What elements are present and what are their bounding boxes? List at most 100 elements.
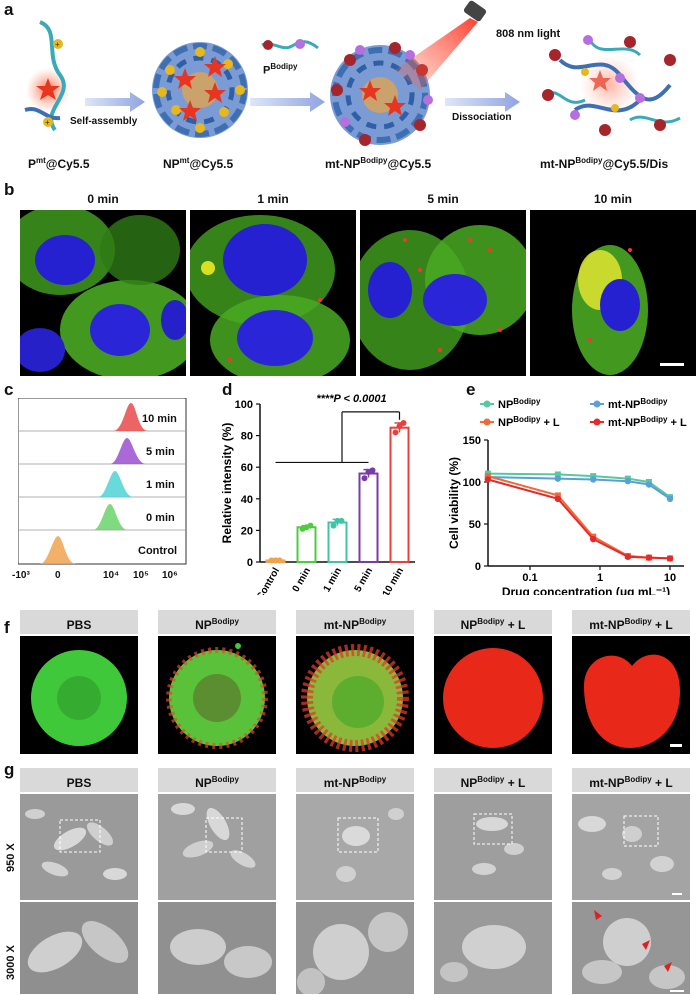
panel-letter-c: c: [4, 380, 14, 399]
legend-marker: [593, 418, 601, 426]
laser-device-icon: [463, 0, 487, 22]
x-axis-label: Drug concentration (μg mL⁻¹): [502, 585, 670, 595]
x-tick-label: 1 min: [322, 566, 345, 594]
y-tick-label: 150: [463, 435, 481, 447]
y-tick-label: 100: [235, 399, 253, 411]
data-point: [624, 553, 632, 560]
x-tick-label: 10 min: [381, 566, 406, 595]
label-mtnp: mt-NPBodipy@Cy5.5: [325, 156, 432, 171]
sem-950x-pbs: [20, 794, 138, 900]
panel-letter-b: b: [4, 180, 15, 199]
panel-g-header-1: NPBodipy: [158, 768, 276, 792]
label-dissociated: mt-NPBodipy@Cy5.5/Dis: [540, 156, 669, 171]
red-arrow-icon: [594, 910, 602, 920]
data-point: [330, 522, 337, 529]
x-tick-label: 0 min: [291, 566, 314, 594]
sem-3000x-pbs: [20, 902, 138, 994]
data-point: [666, 495, 674, 502]
label-pmt: Pmt@Cy5.5: [28, 156, 90, 171]
spheroid-image-pbs: [20, 636, 138, 754]
series-line: [487, 475, 671, 560]
series-line: [487, 472, 671, 498]
spheroid-image-np: [158, 636, 276, 754]
data-point: [369, 467, 376, 474]
data-point: [554, 492, 561, 499]
spheroid-image-np-light: [434, 636, 552, 754]
panel-g-header-0: PBS: [20, 768, 138, 792]
svg-text:+: +: [55, 40, 60, 49]
hist-x-tick-5: 10⁶: [162, 570, 178, 581]
laser-beam: [395, 18, 478, 90]
arrow-dissociation: [445, 92, 520, 112]
panel-f-header-0: PBS: [20, 610, 138, 634]
data-point: [554, 495, 562, 502]
data-point: [645, 554, 653, 561]
significance-annotation: ****P < 0.0001: [316, 393, 386, 405]
data-point: [645, 481, 653, 488]
sem-950x-np-light: [434, 794, 552, 900]
time-label-1: 1 min: [257, 192, 289, 206]
hist-row-label-1: 5 min: [146, 446, 175, 458]
x-tick-label: 5 min: [353, 566, 376, 594]
bar: [327, 521, 348, 563]
hist-x-tick-0: -10³: [12, 570, 30, 581]
confocal-image-0min: [20, 210, 186, 376]
data-point: [554, 475, 562, 482]
sem-3000x-np: [158, 902, 276, 994]
bar: [358, 472, 379, 563]
x-tick-label: 1: [597, 572, 603, 584]
arrow-label-self-assembly: Self-assembly: [70, 116, 138, 127]
arrow-add-pbodipy: [250, 92, 325, 112]
light-label: 808 nm light: [496, 28, 561, 40]
panel-f-header-4: mt-NPBodipy + L: [572, 610, 690, 634]
legend-label: NPBodipy: [498, 397, 541, 411]
y-tick-label: 0: [475, 561, 481, 573]
data-point: [666, 555, 674, 562]
sem-3000x-mtnp-light: [572, 902, 690, 994]
panel-f-header-3: NPBodipy + L: [434, 610, 552, 634]
sem-row-label-3000x: 3000 X: [5, 945, 17, 980]
sem-950x-np: [158, 794, 276, 900]
hist-row-label-0: 10 min: [142, 413, 177, 425]
data-point: [590, 476, 597, 483]
sem-950x-mtnp: [296, 794, 414, 900]
confocal-image-10min: [530, 210, 696, 376]
y-tick-label: 50: [469, 519, 481, 531]
y-tick-label: 100: [463, 477, 481, 489]
scale-bar: [660, 363, 684, 366]
label-np: NPmt@Cy5.5: [163, 156, 234, 171]
legend-label: NPBodipy + L: [498, 415, 560, 429]
spheroid-image-mtnp: [296, 636, 414, 754]
spheroid-image-mtnp-light: [572, 636, 690, 754]
legend-marker: [483, 418, 491, 426]
data-point: [361, 475, 368, 482]
hist-1min: [98, 471, 133, 497]
sem-950x-mtnp-light: [572, 794, 690, 900]
data-point: [590, 473, 597, 480]
legend-marker: [483, 400, 491, 408]
arrow-label-pbodipy: PBodipy: [263, 62, 298, 77]
time-label-2: 5 min: [427, 192, 459, 206]
series-line: [487, 478, 671, 560]
hist-10min: [113, 403, 148, 431]
panel-f-header-1: NPBodipy: [158, 610, 276, 634]
series-line: [487, 476, 671, 500]
svg-text:+: +: [45, 118, 50, 127]
hist-5min: [110, 438, 146, 464]
data-point: [484, 476, 492, 483]
panel-letter-a: a: [4, 0, 14, 19]
data-point: [400, 419, 407, 426]
data-point: [396, 423, 403, 430]
dissociated-cluster-icon: [542, 35, 681, 136]
y-axis-label: Cell viability (%): [447, 457, 461, 549]
confocal-image-5min: [360, 210, 526, 376]
hist-row-label-2: 1 min: [146, 479, 175, 491]
hist-x-tick-3: 10⁴: [103, 570, 120, 581]
hist-control: [40, 536, 76, 564]
panel-letter-e: e: [466, 380, 476, 399]
panel-f-header-2: mt-NPBodipy: [296, 610, 414, 634]
flow-cytometry-histogram: [18, 398, 187, 565]
y-tick-label: 40: [241, 494, 253, 506]
legend-marker: [593, 400, 601, 408]
